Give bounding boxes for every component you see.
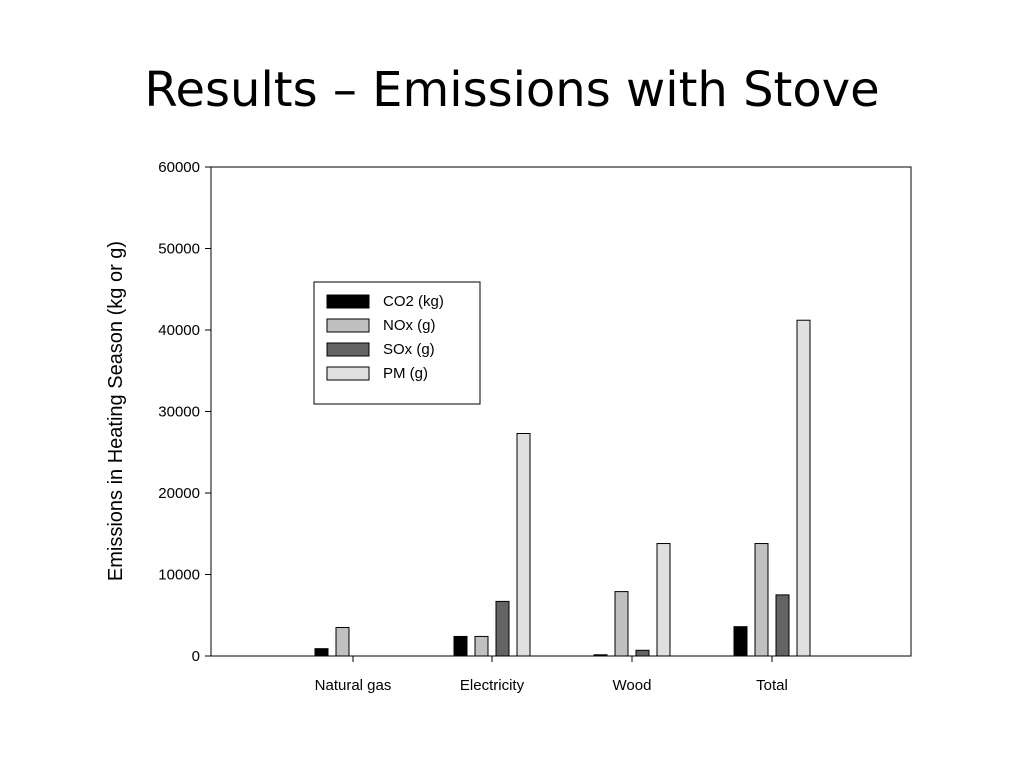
y-tick-label: 0: [192, 648, 200, 665]
y-tick-label: 40000: [158, 322, 200, 339]
bar: [495, 600, 510, 657]
bar: [754, 543, 769, 657]
bar: [516, 433, 531, 657]
legend-label: SOx (g): [383, 341, 435, 358]
legend-label: CO2 (kg): [383, 293, 444, 310]
x-tick-label: Electricity: [460, 677, 525, 694]
bar: [775, 594, 790, 657]
bar: [335, 626, 350, 657]
bar: [614, 591, 629, 657]
slide-title: Results – Emissions with Stove: [144, 62, 880, 118]
legend-label: PM (g): [383, 365, 428, 382]
x-tick-label: Natural gas: [315, 677, 392, 694]
y-tick-label: 20000: [158, 485, 200, 502]
y-axis-title: Emissions in Heating Season (kg or g): [105, 241, 127, 581]
y-tick-label: 50000: [158, 241, 200, 258]
bar: [314, 648, 329, 657]
legend: CO2 (kg) NOx (g) SOx (g) PM (g): [313, 281, 481, 405]
bar: [733, 626, 748, 657]
bar: [796, 319, 811, 657]
y-axis: 0 10000 20000 30000 40000 50000 60000: [158, 159, 211, 665]
bar: [474, 635, 489, 657]
x-tick-label: Wood: [613, 677, 652, 694]
x-tick-label: Total: [756, 677, 788, 694]
legend-swatch: [326, 366, 370, 381]
legend-label: NOx (g): [383, 317, 436, 334]
y-tick-label: 30000: [158, 404, 200, 421]
legend-swatch: [326, 342, 370, 357]
bar: [593, 654, 608, 657]
legend-swatch: [326, 294, 370, 309]
bar: [656, 543, 671, 657]
bars: [314, 319, 811, 657]
bar: [453, 635, 468, 657]
bar: [635, 649, 650, 657]
y-tick-label: 60000: [158, 159, 200, 176]
y-tick-label: 10000: [158, 567, 200, 584]
legend-swatch: [326, 318, 370, 333]
x-axis: Natural gas Electricity Wood Total: [315, 656, 788, 694]
